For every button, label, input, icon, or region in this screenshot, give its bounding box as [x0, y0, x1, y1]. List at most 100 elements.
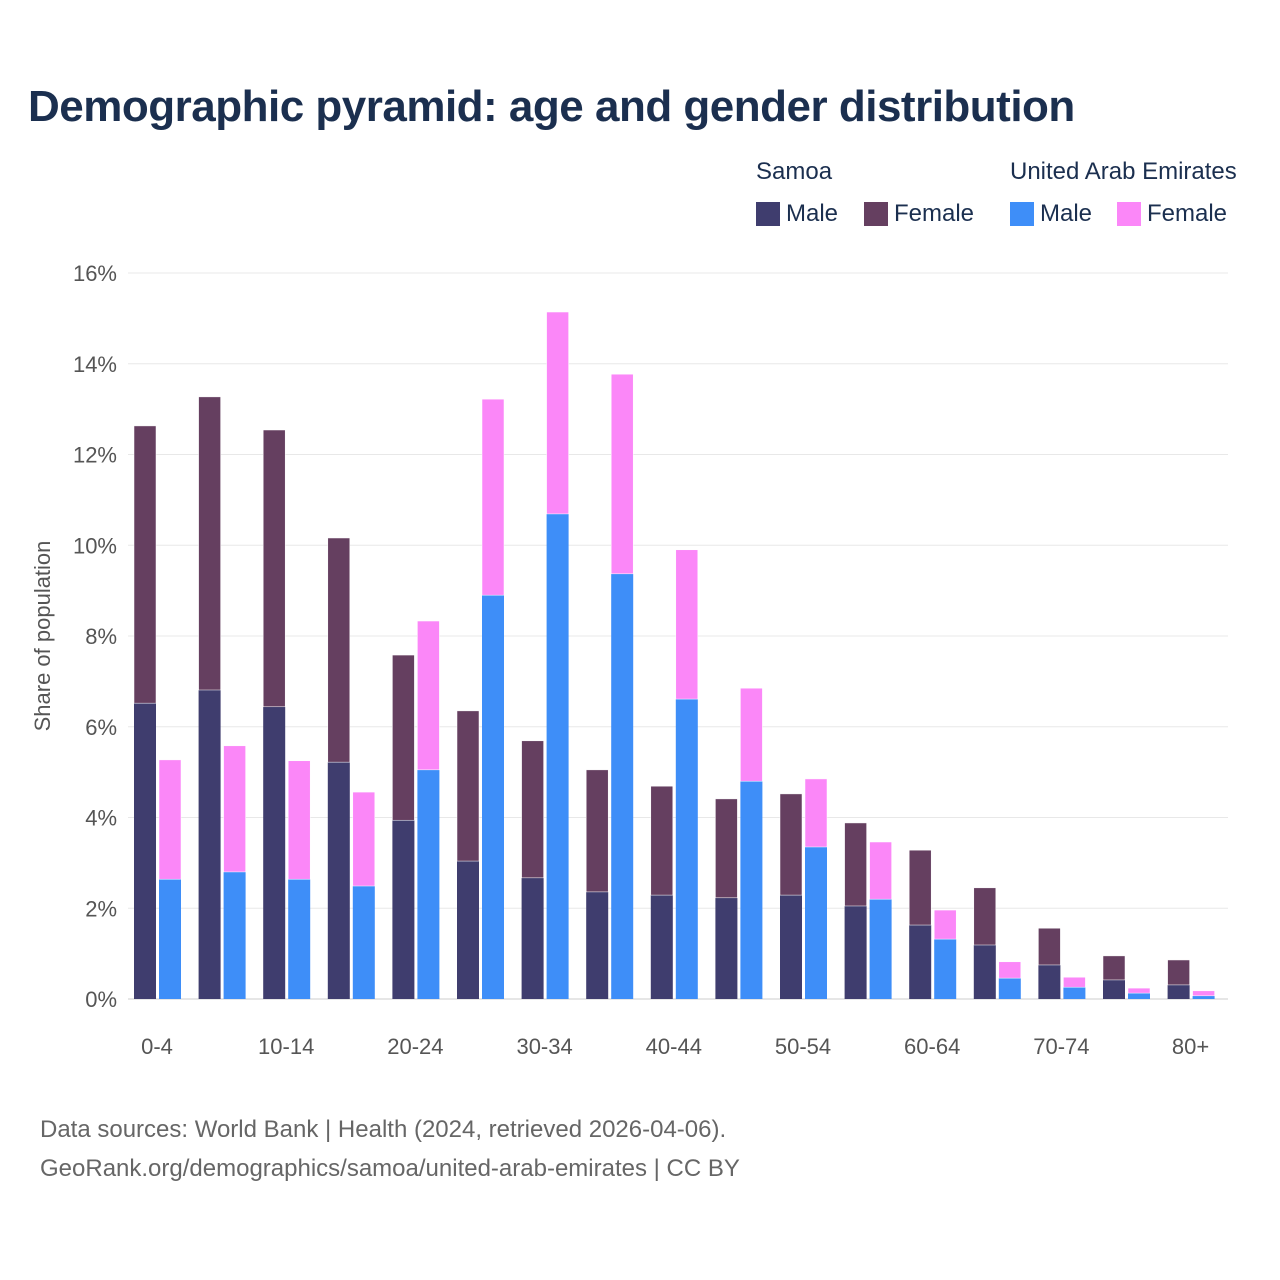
bar-uae-female — [933, 909, 957, 940]
bar-samoa-female — [908, 849, 932, 926]
bar-uae-male — [869, 899, 892, 999]
y-tick-label: 0% — [85, 987, 117, 1012]
bar-uae-female — [804, 778, 828, 848]
x-tick-label: 0-4 — [141, 1034, 173, 1059]
x-tick-label: 40-44 — [646, 1034, 702, 1059]
bar-samoa-female — [456, 710, 480, 862]
legend-label: Male — [786, 200, 839, 227]
bar-samoa-female — [327, 537, 351, 763]
bar-uae-female — [481, 398, 505, 596]
x-tick-label: 60-64 — [904, 1034, 960, 1059]
bar-uae-male — [1063, 987, 1086, 999]
y-tick-label: 12% — [73, 443, 117, 468]
x-tick-label: 80+ — [1172, 1034, 1209, 1059]
bar-samoa-male — [650, 895, 673, 999]
legend-swatch — [756, 202, 780, 226]
bar-samoa-female — [779, 793, 803, 896]
bar-uae-male — [417, 769, 440, 999]
bar-uae-male — [740, 781, 763, 999]
x-tick-label: 70-74 — [1033, 1034, 1089, 1059]
bar-uae-female — [158, 759, 182, 880]
bar-uae-male — [934, 939, 957, 999]
bar-uae-male — [352, 886, 375, 999]
legend-samoa-female[interactable]: Female — [864, 200, 974, 228]
bar-samoa-male — [327, 762, 350, 999]
bar-samoa-male — [973, 945, 996, 999]
y-axis-label: Share of population — [30, 541, 55, 732]
bar-uae-female — [1127, 987, 1151, 994]
legend-group-samoa: Samoa — [756, 158, 833, 185]
source-line-2: GeoRank.org/demographics/samoa/united-ar… — [40, 1155, 740, 1182]
bar-uae-male — [998, 978, 1021, 999]
source-line-1: Data sources: World Bank | Health (2024,… — [40, 1116, 727, 1143]
legend-swatch — [864, 202, 888, 226]
x-tick-label: 20-24 — [387, 1034, 443, 1059]
bar-samoa-male — [1103, 979, 1125, 999]
bar-samoa-male — [780, 895, 802, 999]
y-tick-label: 2% — [85, 896, 117, 921]
bar-samoa-female — [585, 769, 609, 893]
bar-uae-male — [675, 699, 698, 999]
bar-uae-male — [1128, 993, 1150, 999]
legend-label: Female — [1147, 200, 1228, 227]
bar-samoa-male — [521, 877, 544, 999]
bar-samoa-male — [263, 706, 286, 999]
bar-samoa-female — [133, 425, 157, 704]
bar-samoa-female — [392, 654, 415, 821]
x-tick-label: 50-54 — [775, 1034, 831, 1059]
y-tick-label: 4% — [85, 806, 117, 831]
bar-uae-male — [546, 513, 569, 999]
chart-title: Demographic pyramid: age and gender dist… — [28, 82, 1075, 131]
bar-uae-female — [223, 745, 246, 873]
y-tick-label: 8% — [85, 624, 117, 649]
bar-samoa-female — [262, 429, 286, 708]
bar-uae-male — [159, 879, 181, 999]
legend-label: Male — [1040, 200, 1093, 227]
bar-uae-male — [611, 573, 634, 999]
bar-samoa-female — [844, 822, 867, 907]
bar-samoa-male — [586, 891, 609, 999]
y-tick-label: 10% — [73, 533, 117, 558]
legend-uae-male[interactable]: Male — [1010, 200, 1092, 228]
bar-samoa-male — [198, 689, 221, 999]
bar-samoa-male — [392, 820, 415, 999]
bar-samoa-female — [1167, 959, 1190, 986]
bar-uae-female — [546, 311, 569, 515]
bar-uae-female — [1063, 976, 1086, 988]
legend-group-uae: United Arab Emirates — [1010, 158, 1237, 185]
bar-uae-male — [482, 595, 504, 999]
bar-uae-male — [288, 879, 311, 999]
bar-samoa-female — [1102, 955, 1126, 981]
x-tick-label: 30-34 — [516, 1034, 572, 1059]
legend-swatch — [1117, 202, 1141, 226]
bar-uae-female — [1192, 990, 1215, 997]
bar-samoa-male — [715, 897, 738, 999]
bar-samoa-female — [715, 798, 738, 899]
bar-samoa-male — [457, 861, 479, 999]
bar-uae-female — [740, 687, 763, 782]
y-tick-label: 14% — [73, 352, 117, 377]
bar-samoa-male — [909, 925, 932, 999]
bar-uae-male — [223, 871, 246, 999]
bar-samoa-female — [650, 785, 674, 896]
legend-label: Female — [894, 200, 975, 227]
bar-samoa-male — [1038, 964, 1061, 999]
legend-uae-female[interactable]: Female — [1117, 200, 1227, 228]
bar-samoa-female — [1038, 927, 1061, 966]
bar-samoa-male — [1167, 984, 1190, 999]
bar-uae-male — [805, 846, 827, 999]
bar-samoa-female — [973, 887, 997, 946]
bar-samoa-male — [844, 905, 867, 999]
bar-samoa-female — [521, 740, 544, 879]
bar-samoa-male — [134, 703, 156, 999]
x-tick-label: 10-14 — [258, 1034, 314, 1059]
bar-uae-female — [869, 841, 892, 900]
bar-samoa-female — [198, 396, 221, 691]
bar-uae-female — [417, 620, 440, 771]
y-tick-label: 6% — [85, 715, 117, 740]
legend-samoa-male[interactable]: Male — [756, 200, 838, 228]
bar-uae-male — [1192, 995, 1215, 999]
bar-uae-female — [352, 791, 376, 887]
